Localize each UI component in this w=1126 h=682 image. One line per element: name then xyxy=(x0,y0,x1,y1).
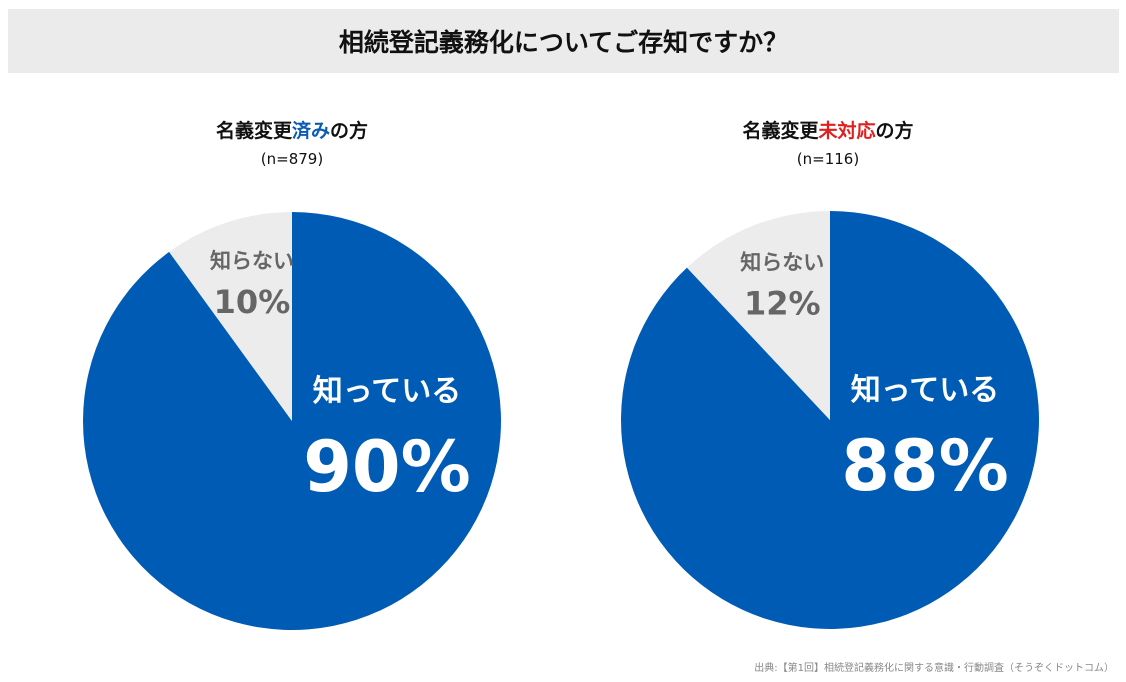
right-subtitle: 名義変更未対応の方 xyxy=(678,116,978,143)
slice-value-label: 10% xyxy=(214,283,291,321)
slice-label: 知っている xyxy=(851,373,1000,408)
slice-label: 知っている xyxy=(313,374,462,409)
subtitle-highlight: 未対応 xyxy=(818,120,876,142)
source-note: 出典:【第1回】相続登記義務化に関する意識・行動調査（そうぞくドットコム） xyxy=(754,663,1114,674)
chart-title: 相続登記義務化についてご存知ですか？ xyxy=(8,9,1119,73)
slice-label: 知らない xyxy=(740,251,824,275)
subtitle-suffix: の方 xyxy=(330,120,369,142)
pie-slice xyxy=(169,212,292,421)
right-n-label: (n=116) xyxy=(796,150,860,168)
slice-value-label: 90% xyxy=(303,426,471,508)
pie-slice xyxy=(686,211,830,420)
slice-value-label: 88% xyxy=(841,425,1009,507)
subtitle-highlight: 済み xyxy=(291,120,330,142)
subtitle-prefix: 名義変更 xyxy=(215,120,292,142)
left-subtitle: 名義変更済みの方 xyxy=(142,116,442,143)
slice-value-label: 12% xyxy=(744,285,821,323)
left-n-label: (n=879) xyxy=(260,150,324,168)
subtitle-suffix: の方 xyxy=(875,120,914,142)
subtitle-prefix: 名義変更 xyxy=(742,120,819,142)
slice-label: 知らない xyxy=(210,249,294,273)
